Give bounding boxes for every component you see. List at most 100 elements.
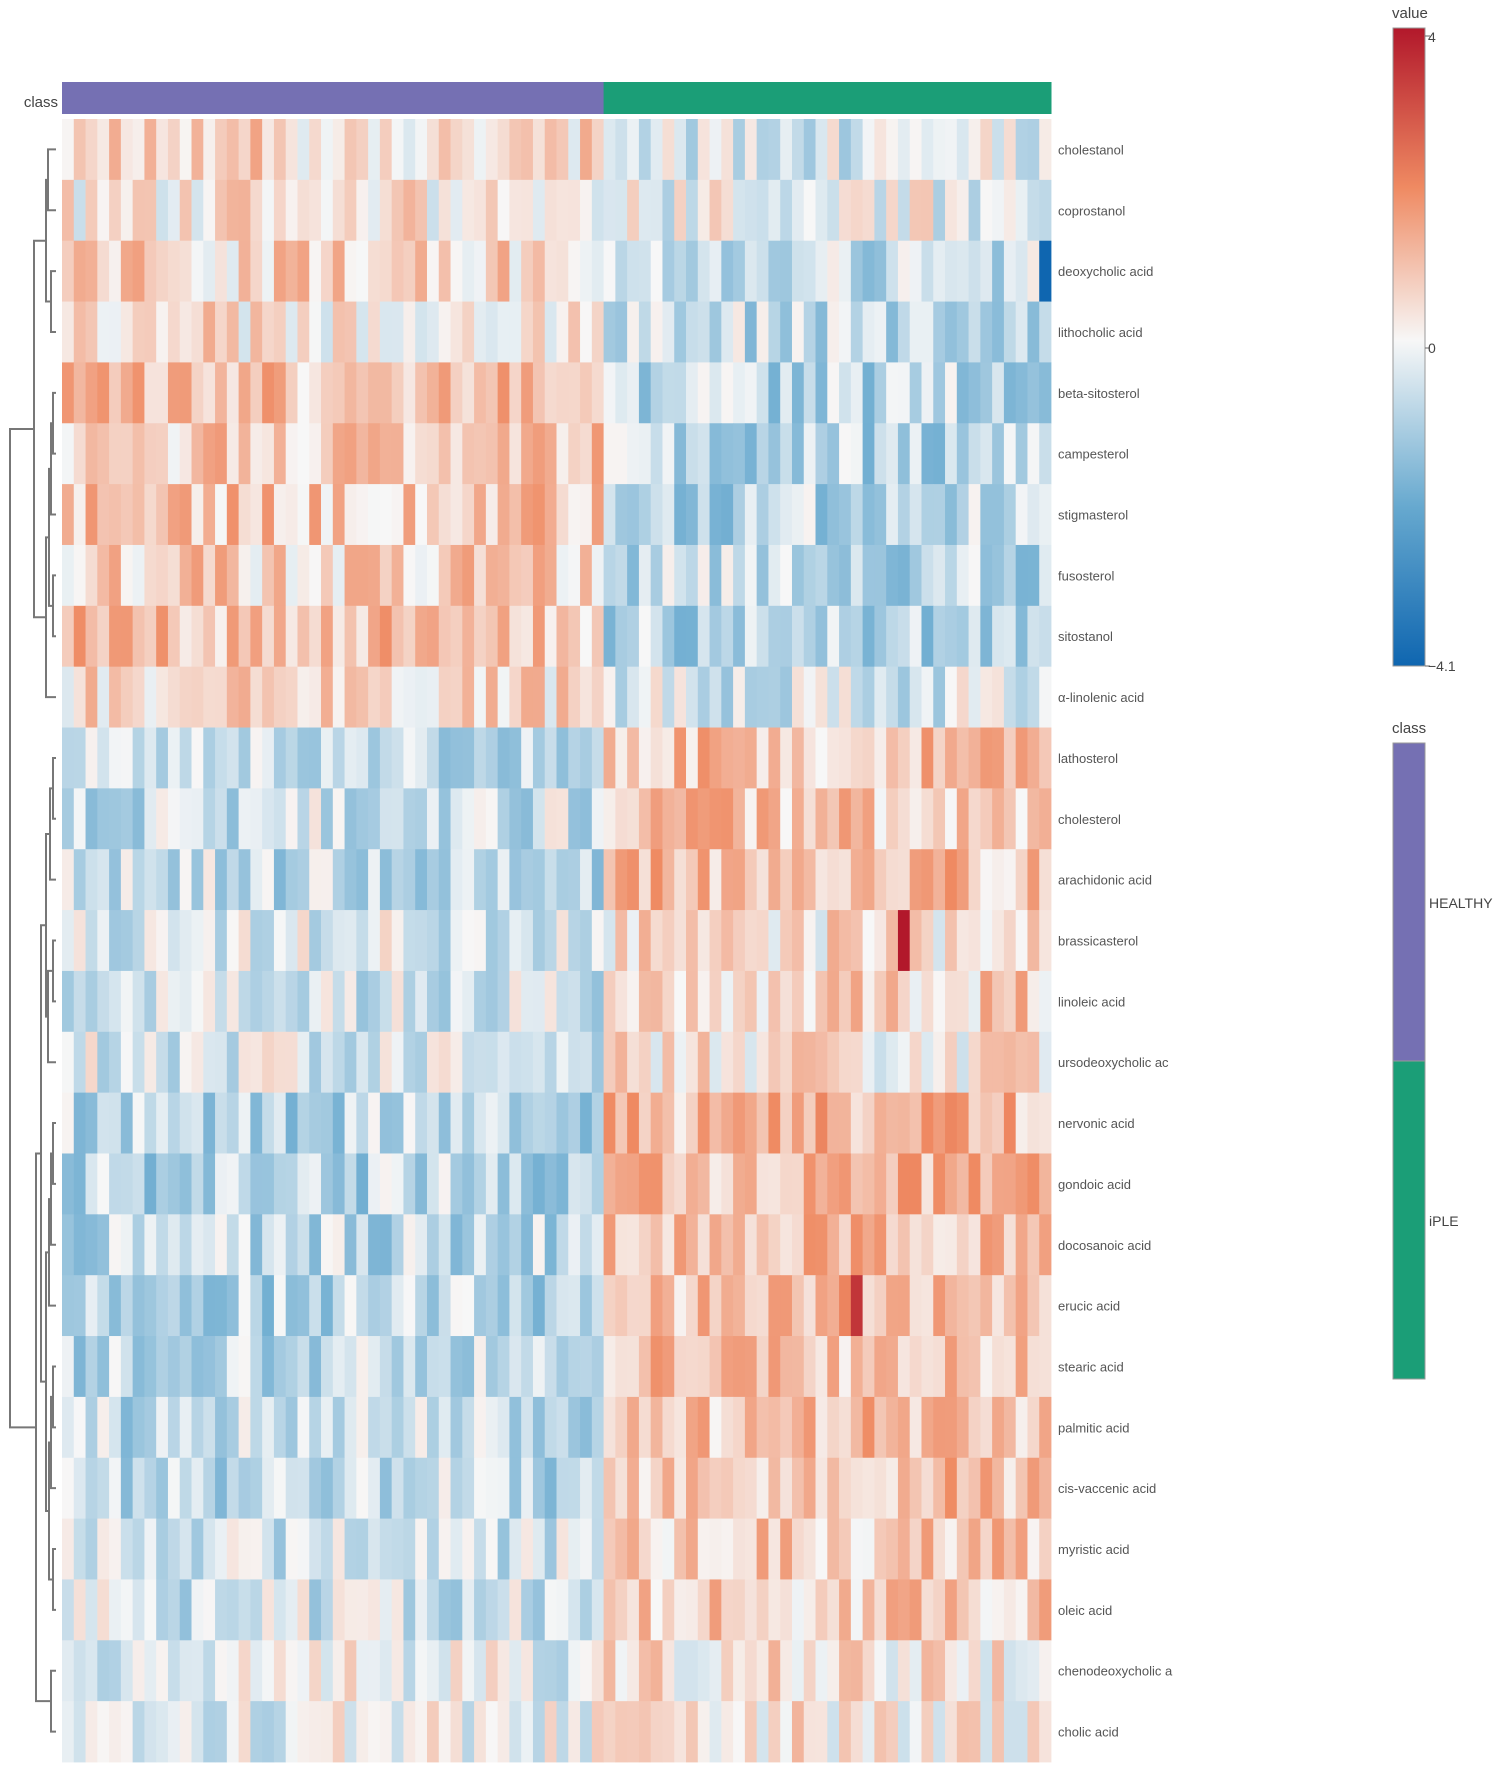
- heatmap-cell: [827, 1396, 840, 1459]
- heatmap-cell: [744, 605, 758, 668]
- heatmap-cell: [332, 666, 345, 728]
- heatmap-cell: [191, 1640, 204, 1702]
- heatmap-cell: [1003, 301, 1017, 363]
- heatmap-cell: [886, 1640, 899, 1702]
- heatmap-cell: [627, 240, 640, 302]
- heatmap-cell: [191, 910, 204, 972]
- heatmap-cell: [285, 1579, 298, 1641]
- heatmap-cell: [544, 423, 557, 485]
- heatmap-cell: [638, 666, 652, 728]
- heatmap-cell: [120, 1092, 134, 1154]
- heatmap-cell: [850, 362, 864, 424]
- heatmap-cell: [627, 119, 640, 181]
- heatmap-cell: [356, 544, 369, 607]
- heatmap-cell: [368, 544, 381, 607]
- heatmap-cell: [297, 362, 310, 424]
- heatmap-cell: [167, 1031, 181, 1094]
- heatmap-cell: [167, 484, 181, 546]
- heatmap-cell: [226, 1518, 239, 1580]
- heatmap-cell: [226, 849, 239, 911]
- heatmap-cell: [874, 1275, 887, 1337]
- heatmap-cell: [721, 423, 734, 485]
- heatmap-cell: [1027, 1579, 1040, 1641]
- heatmap-cell: [650, 544, 663, 607]
- heatmap-cell: [756, 1153, 769, 1215]
- heatmap-cell: [721, 970, 734, 1033]
- heatmap-cell: [379, 301, 393, 363]
- heatmap-cell: [803, 1701, 816, 1763]
- dendrogram-branch: [33, 239, 46, 619]
- heatmap-cell: [109, 362, 122, 424]
- heatmap-cell: [780, 1275, 793, 1337]
- heatmap-cell: [768, 1214, 781, 1276]
- heatmap-cell: [686, 788, 699, 850]
- heatmap-cell: [179, 605, 192, 668]
- heatmap-cell: [368, 788, 381, 850]
- heatmap-cell: [109, 1275, 122, 1337]
- heatmap-cell: [474, 1153, 487, 1215]
- heatmap-cell: [603, 179, 616, 242]
- heatmap-cell: [179, 1031, 192, 1094]
- heatmap-cell: [262, 240, 275, 302]
- heatmap-cell: [650, 1457, 663, 1519]
- heatmap-cell: [391, 484, 404, 546]
- heatmap-cell: [768, 1579, 781, 1641]
- heatmap-cell: [462, 179, 475, 242]
- heatmap-cell: [532, 1640, 546, 1702]
- heatmap-cell: [73, 1640, 86, 1702]
- heatmap-cell: [485, 1457, 499, 1519]
- heatmap-cell: [1039, 484, 1052, 546]
- heatmap-cell: [250, 484, 263, 546]
- heatmap-cell: [179, 727, 192, 789]
- heatmap-cell: [627, 1457, 640, 1519]
- heatmap-cell: [686, 1640, 699, 1702]
- heatmap-cell: [580, 1031, 593, 1094]
- heatmap-cell: [215, 1214, 228, 1276]
- heatmap-cell: [1027, 1092, 1040, 1154]
- heatmap-cell: [462, 1579, 475, 1641]
- heatmap-cell: [568, 1579, 581, 1641]
- heatmap-cell: [156, 1153, 169, 1215]
- heatmap-cell: [803, 1153, 816, 1215]
- heatmap-cell: [226, 1214, 239, 1276]
- heatmap-cell: [945, 484, 958, 546]
- heatmap-cell: [980, 970, 993, 1033]
- heatmap-cell: [780, 1092, 793, 1154]
- heatmap-cell: [627, 1336, 640, 1398]
- heatmap-cell: [262, 423, 275, 485]
- heatmap-cell: [62, 301, 75, 363]
- heatmap-cell: [909, 362, 922, 424]
- heatmap-cell: [768, 1031, 781, 1094]
- heatmap-cell: [250, 788, 263, 850]
- heatmap-cell: [886, 1153, 899, 1215]
- heatmap-cell: [615, 240, 628, 302]
- heatmap-cell: [674, 1518, 687, 1580]
- heatmap-cell: [756, 362, 769, 424]
- heatmap-cell: [886, 1275, 899, 1337]
- heatmap-cell: [97, 423, 110, 485]
- heatmap-cell: [1003, 1396, 1017, 1459]
- heatmap-cell: [450, 1640, 463, 1702]
- heatmap-cell: [591, 605, 604, 668]
- heatmap-cell: [544, 1579, 557, 1641]
- heatmap-cell: [1003, 240, 1017, 302]
- heatmap-cell: [332, 1701, 345, 1763]
- heatmap-cell: [580, 362, 593, 424]
- heatmap-cells: [62, 119, 1052, 1763]
- heatmap-cell: [686, 119, 699, 181]
- value-colorbar: value 4 0 −4.1: [1392, 5, 1456, 674]
- heatmap-cell: [120, 1153, 134, 1215]
- heatmap-cell: [615, 1701, 628, 1763]
- heatmap-cell: [968, 1518, 981, 1580]
- heatmap-cell: [521, 484, 534, 546]
- heatmap-cell: [250, 1457, 263, 1519]
- heatmap-cell: [662, 179, 675, 242]
- heatmap-cell: [132, 727, 145, 789]
- heatmap-cell: [309, 1396, 322, 1459]
- heatmap-cell: [556, 849, 569, 911]
- heatmap-cell: [568, 788, 581, 850]
- heatmap-cell: [733, 849, 746, 911]
- heatmap-cell: [921, 362, 934, 424]
- heatmap-cell: [509, 605, 522, 668]
- heatmap-cell: [167, 1153, 181, 1215]
